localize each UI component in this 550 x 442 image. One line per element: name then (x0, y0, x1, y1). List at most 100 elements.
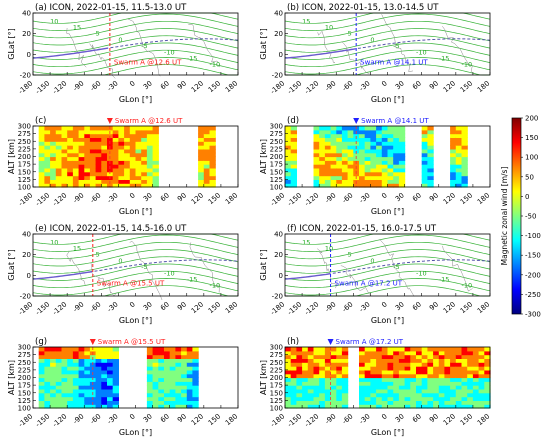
heatmap-cell (146, 129, 154, 135)
heatmap-cell (198, 164, 205, 169)
heatmap-cell (89, 129, 97, 135)
colorbar-tick-label: -150 (525, 252, 541, 260)
heatmap-cell (313, 141, 320, 146)
heatmap-cell (381, 167, 389, 173)
heatmap-cell (192, 347, 199, 352)
heatmap-cell (484, 385, 491, 390)
y-tick-label: 200 (18, 153, 31, 161)
heatmap-cell (101, 129, 108, 135)
heatmap-cell (364, 175, 371, 180)
heatmap-cell (438, 377, 446, 382)
heatmap-cell (146, 362, 154, 367)
heatmap-cell (455, 366, 463, 371)
heatmap-cell (101, 347, 108, 352)
heatmap-cell (118, 179, 125, 184)
coastline (442, 26, 473, 73)
heatmap-cell (341, 133, 349, 138)
heatmap-cell (84, 156, 91, 161)
heatmap-cell (427, 350, 434, 356)
heatmap-cell (393, 152, 400, 158)
heatmap-cell (152, 350, 159, 356)
heatmap-cell (290, 148, 297, 154)
heatmap-cell (135, 148, 142, 154)
heatmap-cell (55, 354, 63, 359)
heatmap-cell (336, 377, 343, 382)
heatmap-cell (112, 129, 119, 135)
heatmap-cell (141, 148, 148, 154)
heatmap-cell (359, 396, 366, 401)
heatmap-cell (290, 377, 297, 382)
contour-label: -10 (462, 61, 473, 69)
heatmap-cell (370, 381, 377, 386)
swarm-arrow (327, 339, 334, 345)
heatmap-cell (38, 388, 45, 394)
heatmap-cell (313, 156, 320, 161)
heatmap-cell (67, 377, 74, 382)
heatmap-cell (124, 167, 131, 173)
heatmap-cell (50, 160, 57, 165)
heatmap-cell (141, 156, 148, 161)
heatmap-cell (95, 404, 102, 409)
heatmap-cell (101, 141, 108, 146)
heatmap-cell (112, 381, 119, 386)
heatmap-cell (359, 156, 366, 161)
heatmap-cell (89, 171, 97, 177)
x-tick-label: 0 (128, 79, 137, 88)
heatmap-cell (450, 400, 457, 405)
heatmap-cell (124, 137, 131, 142)
heatmap-cell (341, 369, 349, 375)
heatmap-cell (124, 175, 131, 180)
heatmap-cell (203, 171, 211, 177)
heatmap-cell (478, 385, 485, 390)
heatmap-cell (341, 164, 349, 169)
heatmap-cell (107, 183, 114, 188)
heatmap-cell (89, 404, 97, 409)
heatmap-cell (438, 388, 446, 394)
heatmap-cell (146, 137, 154, 142)
heatmap-cell (450, 347, 457, 352)
heatmap-cell (84, 171, 91, 177)
heatmap-cell (169, 377, 176, 382)
heatmap-cell (198, 145, 205, 150)
heatmap-cell (313, 400, 320, 405)
heatmap-cell (427, 145, 434, 150)
heatmap-cell (101, 358, 108, 363)
heatmap-cell (438, 358, 446, 363)
heatmap-cell (410, 358, 417, 363)
heatmap-cell (302, 366, 309, 371)
heatmap-cell (359, 183, 366, 188)
heatmap-cell (129, 175, 137, 180)
heatmap-cell (370, 404, 377, 409)
heatmap-cell (381, 175, 389, 180)
heatmap-cell (296, 358, 303, 363)
x-tick-label: 30 (394, 191, 406, 203)
heatmap-cell (455, 145, 463, 150)
heatmap-cell (404, 369, 411, 375)
heatmap-cell (461, 373, 468, 379)
heatmap-cell (461, 358, 468, 363)
heatmap-cell (359, 347, 366, 352)
y-tick-label: 100 (270, 405, 283, 413)
heatmap-cell (89, 133, 97, 138)
heatmap-cell (72, 152, 80, 158)
x-tick-label: 120 (442, 412, 457, 427)
heatmap-cell (376, 373, 383, 379)
heatmap-cell (146, 164, 154, 169)
heatmap-cell (203, 156, 211, 161)
heatmap-cell (285, 373, 292, 379)
x-tick-label: -60 (89, 300, 103, 313)
heatmap-cell (427, 377, 434, 382)
heatmap-cell (55, 400, 63, 405)
x-tick-label: 90 (428, 79, 440, 91)
x-tick-label: 180 (476, 300, 491, 315)
heatmap-cell (84, 179, 91, 184)
heatmap-cell (55, 385, 63, 390)
heatmap-cell (364, 148, 371, 154)
heatmap-cell (158, 373, 165, 379)
heatmap-cell (107, 377, 114, 382)
heatmap-cell (285, 129, 292, 135)
heatmap-cell (95, 137, 102, 142)
heatmap-cell (169, 354, 176, 359)
heatmap-cell (421, 129, 428, 135)
